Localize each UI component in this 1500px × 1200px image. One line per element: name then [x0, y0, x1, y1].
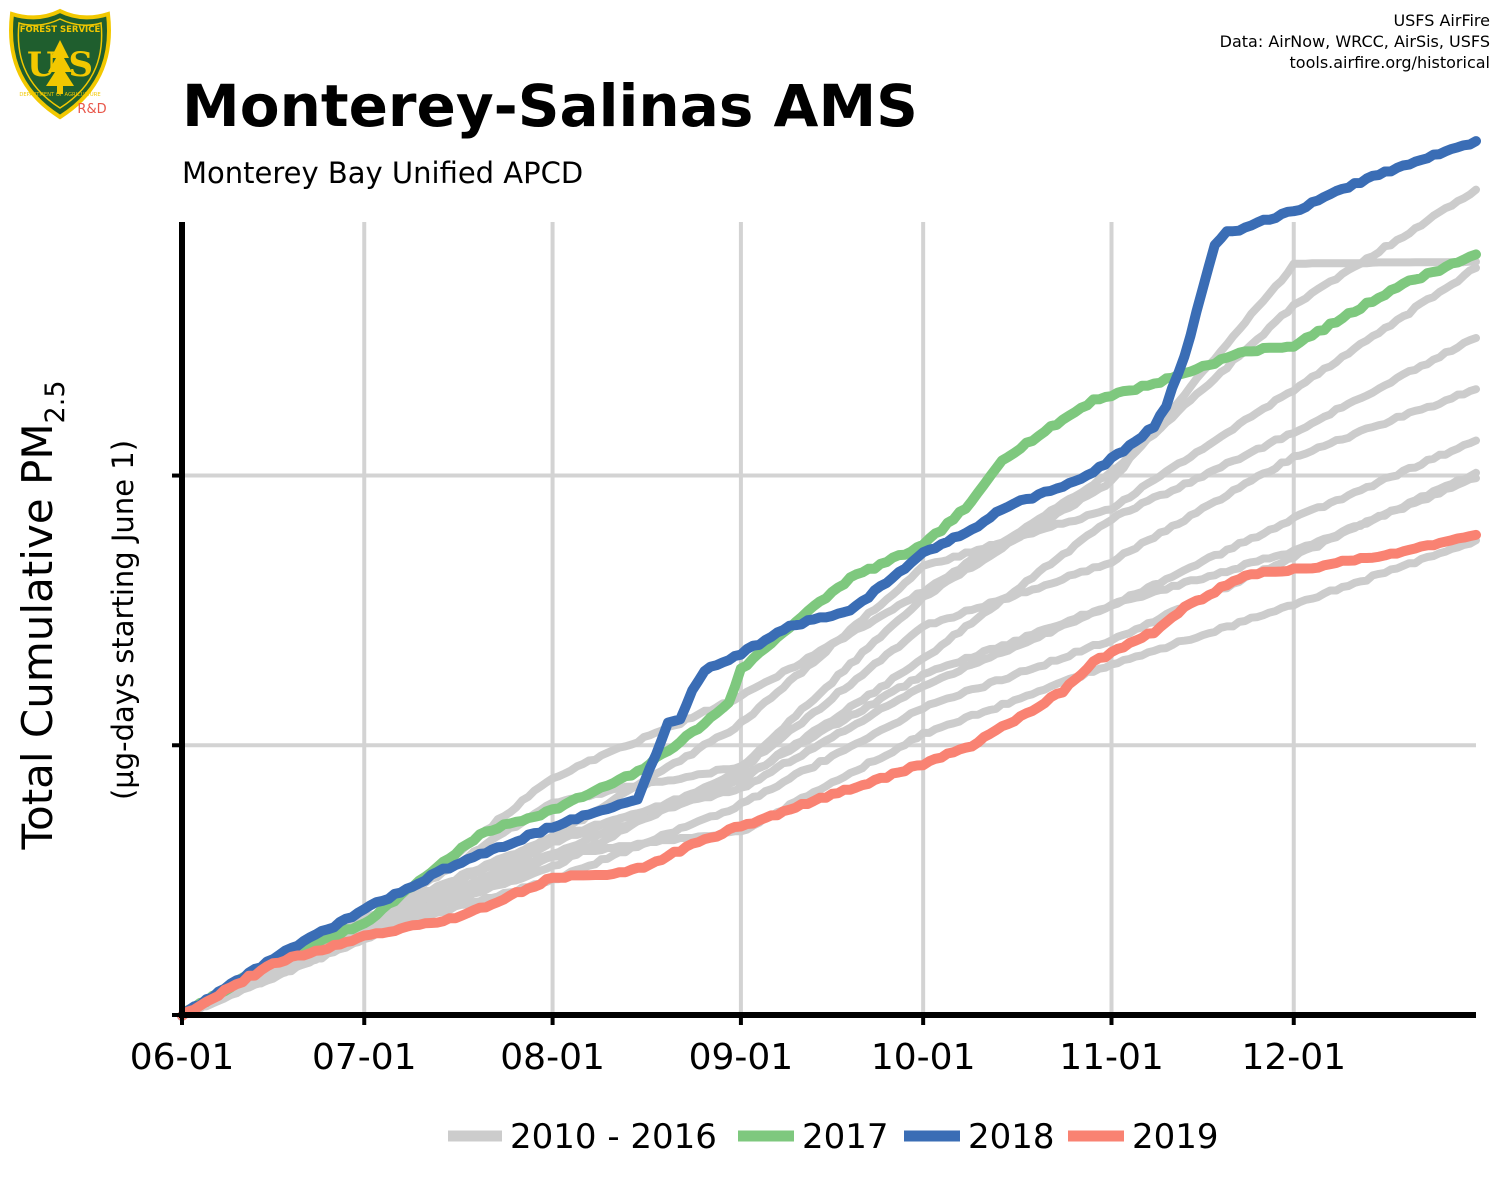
history-series-line [178, 436, 1480, 1020]
logo-bottom-text: DEPARTMENT OF AGRICULTURE [19, 92, 100, 98]
x-tick-label: 10-01 [871, 1037, 976, 1078]
x-tick-label: 08-01 [500, 1037, 605, 1078]
credit-line: Data: AirNow, WRCC, AirSis, USFS [1219, 32, 1490, 51]
legend-label: 2019 [1132, 1117, 1219, 1157]
credits: USFS AirFire Data: AirNow, WRCC, AirSis,… [1220, 10, 1490, 73]
history-series-group [178, 185, 1480, 1020]
y-axis-label: Total Cumulative PM2.5 [13, 380, 71, 850]
x-tick-label: 06-01 [130, 1037, 235, 1078]
history-series-line [178, 185, 1480, 1020]
series-line-2018 [177, 136, 1481, 1021]
x-tick-label: 09-01 [689, 1037, 794, 1078]
x-tick-label: 07-01 [312, 1037, 417, 1078]
legend-item-history: 2010 - 2016 [448, 1117, 717, 1157]
highlight-series-group [177, 136, 1481, 1021]
series-line-2019 [177, 529, 1481, 1021]
legend-label: 2018 [968, 1117, 1055, 1157]
y-axis-label-subscript: 2.5 [40, 380, 71, 423]
logo-badge: R&D [77, 102, 106, 117]
legend-label: 2017 [802, 1117, 889, 1157]
legend: 2010 - 2016 2017 2018 2019 [448, 1117, 1219, 1157]
logo-tree-icon [46, 40, 74, 94]
legend-item-2019: 2019 [1068, 1117, 1219, 1157]
x-tick-label: 11-01 [1059, 1037, 1164, 1078]
chart-title: Monterey-Salinas AMS [182, 72, 918, 140]
legend-item-2017: 2017 [738, 1117, 889, 1157]
credit-line: tools.airfire.org/historical [1289, 53, 1490, 72]
x-tick-labels: 06-01 07-01 08-01 09-01 10-01 11-01 12-01 [130, 1037, 1346, 1078]
logo-top-text: FOREST SERVICE [20, 25, 101, 35]
credit-line: USFS AirFire [1393, 11, 1490, 30]
chart-subtitle: Monterey Bay Unified APCD [182, 156, 584, 190]
history-series-line [178, 474, 1480, 1020]
x-tick-label: 12-01 [1241, 1037, 1346, 1078]
axes [172, 222, 1476, 1025]
y-axis-note: (µg-days starting June 1) [106, 440, 140, 800]
legend-label: 2010 - 2016 [510, 1117, 717, 1157]
legend-item-2018: 2018 [904, 1117, 1055, 1157]
usfs-logo: FOREST SERVICE U S DEPARTMENT OF AGRICUL… [8, 8, 112, 120]
